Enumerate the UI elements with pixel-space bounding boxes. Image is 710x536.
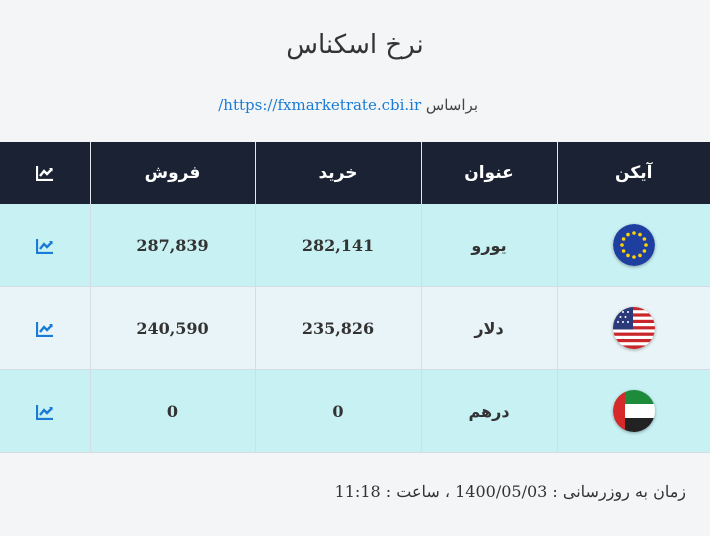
flag-cell	[556, 369, 710, 453]
rates-table: آیکن عنوان خرید فروش	[0, 142, 710, 453]
table-header-row: آیکن عنوان خرید فروش	[0, 142, 710, 204]
us-flag-icon	[612, 307, 655, 349]
buy-value: 235,826	[254, 286, 421, 370]
sell-value: 0	[89, 369, 255, 453]
chart-icon[interactable]	[35, 404, 54, 420]
flag-cell	[556, 204, 710, 287]
header-sell: فروش	[89, 142, 255, 204]
chart-icon[interactable]	[35, 238, 54, 254]
source-link[interactable]: https://fxmarketrate.cbi.ir/	[218, 96, 422, 114]
chart-link[interactable]	[0, 204, 90, 287]
sell-value: 240,590	[89, 286, 255, 370]
header-chart-icon	[0, 142, 90, 204]
header-title: عنوان	[420, 142, 557, 204]
source-line: براساس https://fxmarketrate.cbi.ir/	[218, 96, 478, 114]
table-row: یورو 282,141 287,839	[0, 204, 710, 287]
page-title: نرخ اسکناس	[286, 30, 424, 60]
chart-icon[interactable]	[35, 321, 54, 337]
eu-flag-icon	[612, 224, 655, 266]
currency-name: درهم	[420, 369, 557, 453]
table-row: دلار 235,826 240,590	[0, 286, 710, 370]
chart-link[interactable]	[0, 286, 90, 370]
sell-value: 287,839	[89, 204, 255, 287]
uae-flag-icon	[612, 390, 655, 432]
flag-cell	[556, 286, 710, 370]
buy-value: 282,141	[254, 204, 421, 287]
currency-name: یورو	[420, 204, 557, 287]
chart-link[interactable]	[0, 369, 90, 453]
currency-name: دلار	[420, 286, 557, 370]
table-row: درهم 0 0	[0, 369, 710, 453]
header-buy: خرید	[254, 142, 421, 204]
source-prefix: براساس	[425, 96, 478, 114]
header-icon: آیکن	[556, 142, 710, 204]
buy-value: 0	[254, 369, 421, 453]
update-time: زمان به روزرسانی : 1400/05/03 ، ساعت : 1…	[334, 482, 686, 501]
